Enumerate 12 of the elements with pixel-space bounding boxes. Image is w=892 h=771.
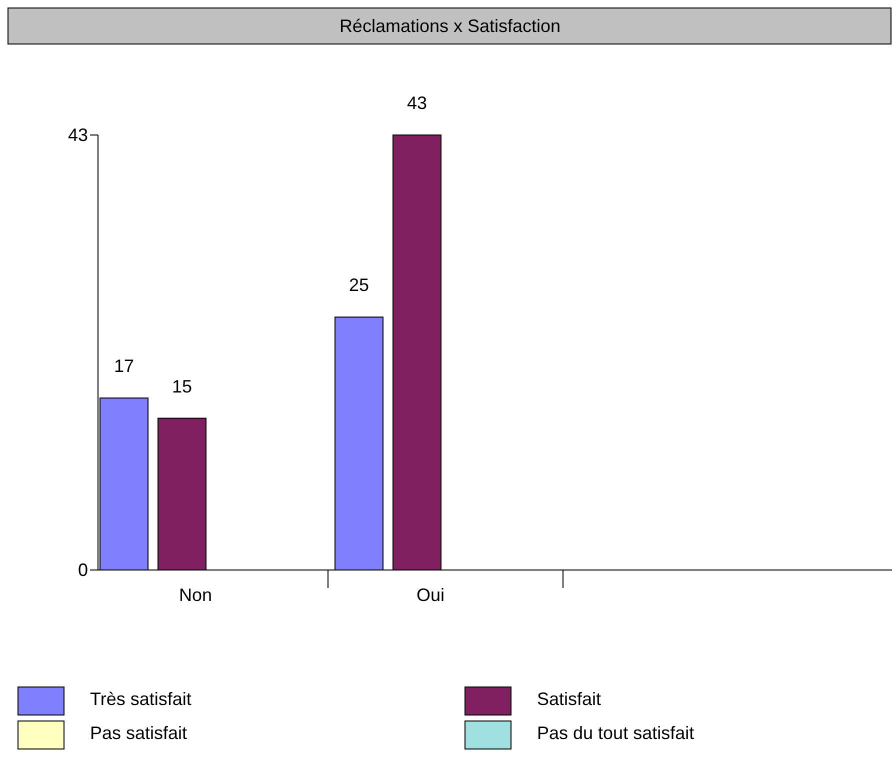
- legend-label: Pas du tout satisfait: [537, 723, 694, 743]
- data-label: 25: [348, 275, 370, 296]
- data-label: 43: [406, 93, 428, 113]
- x-tick-label: Oui: [416, 585, 445, 605]
- chart-title: Réclamations x Satisfaction: [339, 16, 561, 36]
- legend-label: Satisfait: [537, 689, 602, 709]
- y-tick-label: 0: [78, 560, 88, 580]
- data-label: 17: [114, 356, 134, 376]
- legend-label: Pas satisfait: [90, 723, 188, 743]
- legend-label: Très satisfait: [90, 689, 192, 709]
- x-tick-label: Non: [178, 585, 212, 605]
- data-label: 15: [172, 376, 192, 396]
